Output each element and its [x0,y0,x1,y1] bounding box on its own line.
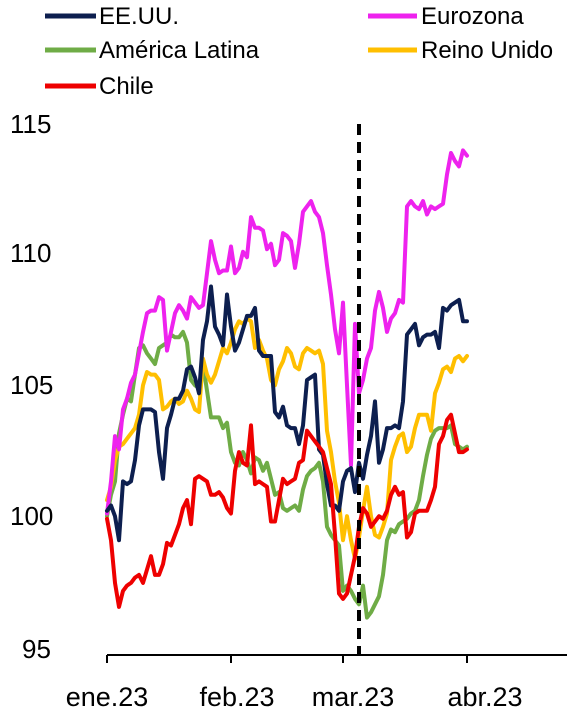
y-tick-label: 100 [10,501,53,531]
legend-label-eurozona: Eurozona [421,3,524,30]
legend-item-america-latina: América Latina [45,37,260,64]
x-tick-label: feb.23 [199,682,274,712]
x-tick-label: ene.23 [66,682,149,712]
legend-item-eurozona: Eurozona [368,3,524,30]
x-axis: ene.23 feb.23 mar.23 abr.23 [66,654,567,712]
series-line-ee-uu [105,284,469,543]
legend-label-chile: Chile [99,73,154,100]
legend-item-eeuu: EE.UU. [45,3,179,30]
y-axis: 115 110 105 100 95 [10,109,53,664]
y-tick-label: 105 [10,370,53,400]
x-tick-label: mar.23 [312,682,395,712]
y-tick-label: 95 [22,634,51,664]
series-line-eurozona [105,148,469,516]
legend-label-reino-unido: Reino Unido [421,37,553,64]
legend-label-america-latina: América Latina [99,37,260,64]
series-line-reino-unido [105,316,469,561]
x-tick-label: abr.23 [447,682,522,712]
legend-item-reino-unido: Reino Unido [368,37,553,64]
series-layer [105,148,469,620]
legend: EE.UU. Eurozona América Latina Reino Uni… [45,3,553,100]
legend-label-eeuu: EE.UU. [99,3,179,30]
y-tick-label: 110 [10,238,51,268]
series-line-chile [105,412,469,609]
y-tick-label: 115 [10,109,51,139]
legend-item-chile: Chile [45,73,154,100]
